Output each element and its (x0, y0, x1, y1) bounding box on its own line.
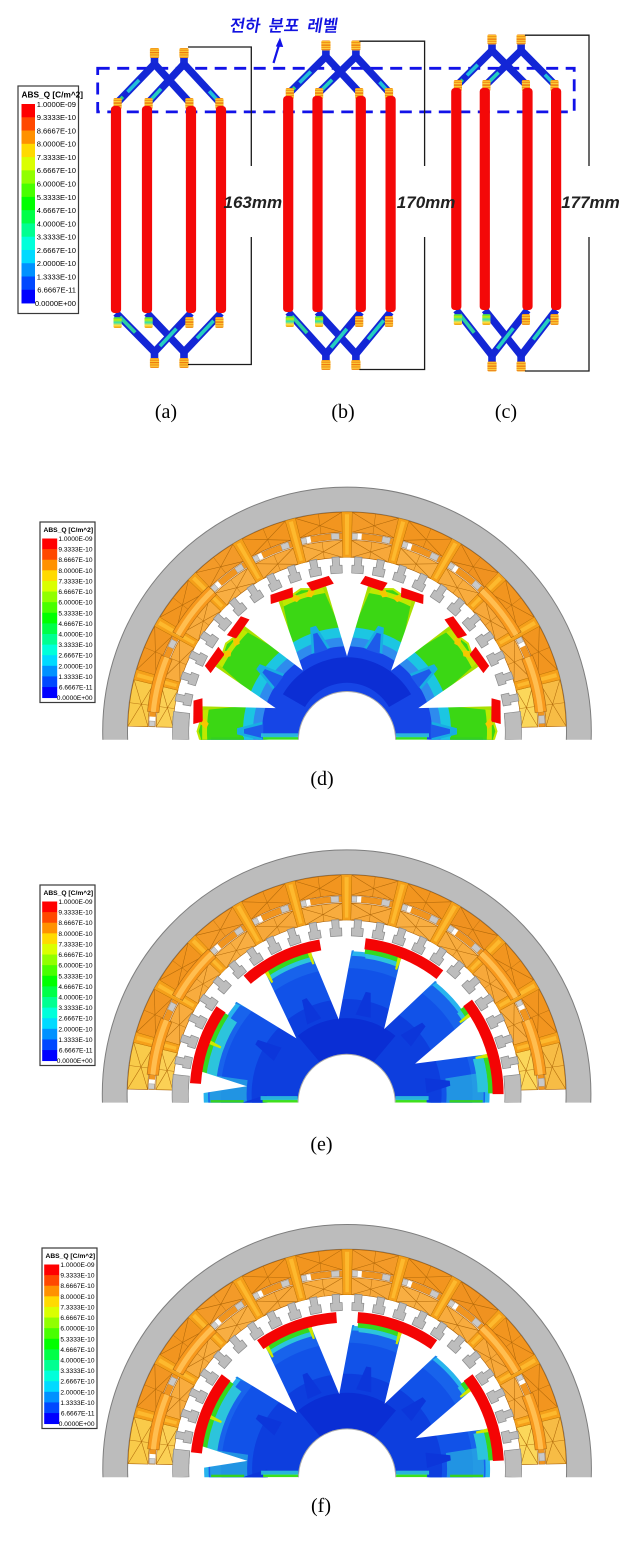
svg-text:4.0000E-10: 4.0000E-10 (60, 1358, 94, 1365)
svg-text:6.6667E-11: 6.6667E-11 (37, 286, 76, 295)
svg-text:6.6667E-11: 6.6667E-11 (59, 1048, 93, 1055)
svg-text:6.6667E-10: 6.6667E-10 (58, 589, 92, 596)
svg-text:2.0000E-10: 2.0000E-10 (37, 259, 76, 268)
svg-text:2.6667E-10: 2.6667E-10 (37, 246, 76, 255)
svg-text:0.0000E+00: 0.0000E+00 (57, 695, 93, 702)
svg-text:7.3333E-10: 7.3333E-10 (58, 941, 92, 948)
svg-text:(a): (a) (155, 401, 177, 423)
svg-text:1.0000E-09: 1.0000E-09 (58, 899, 92, 906)
svg-text:4.0000E-10: 4.0000E-10 (58, 632, 92, 639)
svg-text:5.3333E-10: 5.3333E-10 (58, 610, 92, 617)
svg-text:2.0000E-10: 2.0000E-10 (58, 1026, 92, 1033)
svg-text:1.3333E-10: 1.3333E-10 (58, 674, 92, 681)
svg-text:4.0000E-10: 4.0000E-10 (58, 995, 92, 1002)
svg-text:5.3333E-10: 5.3333E-10 (37, 193, 76, 202)
svg-text:0.0000E+00: 0.0000E+00 (57, 1058, 93, 1065)
svg-text:6.0000E-10: 6.0000E-10 (37, 180, 76, 189)
svg-text:8.6667E-10: 8.6667E-10 (58, 920, 92, 927)
svg-text:3.3333E-10: 3.3333E-10 (58, 1005, 92, 1012)
svg-text:177mm: 177mm (561, 193, 620, 212)
svg-text:3.3333E-10: 3.3333E-10 (60, 1368, 94, 1375)
svg-text:163mm: 163mm (223, 193, 282, 212)
svg-text:6.0000E-10: 6.0000E-10 (58, 963, 92, 970)
svg-text:1.0000E-09: 1.0000E-09 (58, 536, 92, 543)
svg-text:6.0000E-10: 6.0000E-10 (60, 1326, 94, 1333)
svg-text:3.3333E-10: 3.3333E-10 (37, 233, 76, 242)
svg-text:7.3333E-10: 7.3333E-10 (37, 153, 76, 162)
svg-text:(c): (c) (495, 401, 517, 423)
svg-text:2.0000E-10: 2.0000E-10 (58, 663, 92, 670)
svg-text:6.6667E-10: 6.6667E-10 (37, 166, 76, 175)
svg-text:1.0000E-09: 1.0000E-09 (60, 1262, 94, 1269)
svg-text:1.3333E-10: 1.3333E-10 (58, 1037, 92, 1044)
svg-text:8.6667E-10: 8.6667E-10 (60, 1283, 94, 1290)
svg-text:6.6667E-11: 6.6667E-11 (59, 685, 93, 692)
svg-text:8.0000E-10: 8.0000E-10 (60, 1294, 94, 1301)
svg-text:9.3333E-10: 9.3333E-10 (60, 1273, 94, 1280)
svg-text:8.0000E-10: 8.0000E-10 (58, 931, 92, 938)
svg-text:7.3333E-10: 7.3333E-10 (58, 578, 92, 585)
svg-text:1.0000E-09: 1.0000E-09 (37, 100, 76, 109)
svg-text:4.0000E-10: 4.0000E-10 (37, 219, 76, 228)
svg-text:4.6667E-10: 4.6667E-10 (58, 621, 92, 628)
svg-text:(b): (b) (331, 401, 354, 423)
svg-text:3.3333E-10: 3.3333E-10 (58, 642, 92, 649)
svg-text:8.0000E-10: 8.0000E-10 (58, 568, 92, 575)
svg-text:ABS_Q [C/m^2]: ABS_Q [C/m^2] (44, 889, 94, 897)
svg-text:ABS_Q [C/m^2]: ABS_Q [C/m^2] (46, 1252, 96, 1260)
svg-text:8.6667E-10: 8.6667E-10 (37, 126, 76, 135)
svg-text:5.3333E-10: 5.3333E-10 (58, 973, 92, 980)
svg-text:9.3333E-10: 9.3333E-10 (37, 113, 76, 122)
svg-text:1.3333E-10: 1.3333E-10 (37, 272, 76, 281)
svg-text:8.6667E-10: 8.6667E-10 (58, 557, 92, 564)
svg-text:2.0000E-10: 2.0000E-10 (60, 1389, 94, 1396)
svg-text:4.6667E-10: 4.6667E-10 (58, 984, 92, 991)
svg-text:ABS_Q [C/m^2]: ABS_Q [C/m^2] (44, 526, 94, 534)
svg-text:6.6667E-10: 6.6667E-10 (60, 1315, 94, 1322)
svg-text:(d): (d) (310, 768, 333, 790)
svg-text:170mm: 170mm (397, 193, 456, 212)
svg-text:4.6667E-10: 4.6667E-10 (60, 1347, 94, 1354)
svg-text:ABS_Q [C/m^2]: ABS_Q [C/m^2] (22, 90, 84, 100)
svg-text:2.6667E-10: 2.6667E-10 (58, 1016, 92, 1023)
svg-text:9.3333E-10: 9.3333E-10 (58, 547, 92, 554)
svg-text:6.6667E-10: 6.6667E-10 (58, 952, 92, 959)
svg-text:6.6667E-11: 6.6667E-11 (61, 1411, 95, 1418)
svg-text:7.3333E-10: 7.3333E-10 (60, 1304, 94, 1311)
svg-text:8.0000E-10: 8.0000E-10 (37, 140, 76, 149)
svg-text:(f): (f) (311, 1495, 331, 1517)
svg-text:5.3333E-10: 5.3333E-10 (60, 1336, 94, 1343)
svg-text:0.0000E+00: 0.0000E+00 (59, 1421, 95, 1428)
svg-text:9.3333E-10: 9.3333E-10 (58, 910, 92, 917)
svg-text:2.6667E-10: 2.6667E-10 (58, 653, 92, 660)
svg-text:4.6667E-10: 4.6667E-10 (37, 206, 76, 215)
svg-text:(e): (e) (310, 1134, 332, 1156)
svg-text:6.0000E-10: 6.0000E-10 (58, 600, 92, 607)
svg-text:0.0000E+00: 0.0000E+00 (35, 299, 76, 308)
svg-text:1.3333E-10: 1.3333E-10 (60, 1400, 94, 1407)
svg-text:2.6667E-10: 2.6667E-10 (60, 1379, 94, 1386)
